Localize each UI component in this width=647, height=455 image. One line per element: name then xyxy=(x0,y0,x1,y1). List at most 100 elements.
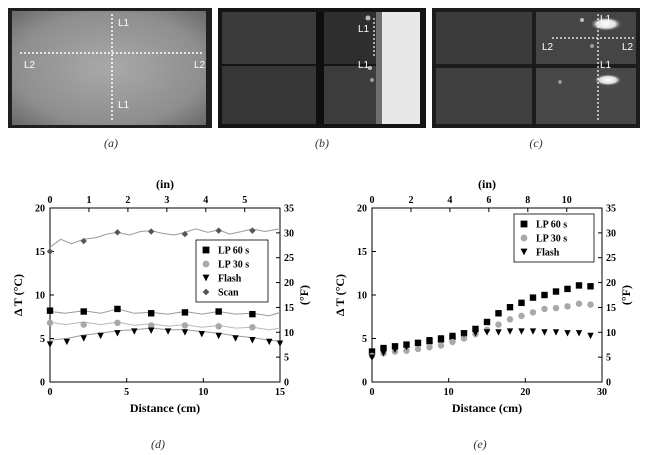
x-tick-label: 20 xyxy=(520,387,530,398)
data-point xyxy=(80,321,87,328)
y2-tick-label: 0 xyxy=(284,378,289,389)
y-axis-label: Δ T (°C) xyxy=(333,274,347,316)
data-point xyxy=(249,227,256,234)
data-point xyxy=(575,300,583,307)
data-point xyxy=(46,248,54,255)
series-trace xyxy=(49,228,281,248)
data-point xyxy=(403,347,410,354)
data-point xyxy=(506,316,514,323)
data-point xyxy=(495,310,502,317)
data-point xyxy=(249,337,256,344)
x-tick-label: 10 xyxy=(198,387,208,398)
y-tick-label: 10 xyxy=(35,291,45,302)
y2-tick-label: 35 xyxy=(284,204,294,215)
data-point xyxy=(198,330,205,338)
thermogram-a-image: L1 L2 L2 L1 xyxy=(8,8,212,128)
data-point xyxy=(426,337,433,344)
data-point xyxy=(552,304,560,312)
legend-marker xyxy=(520,234,528,242)
label-l1-bottom: L1 xyxy=(118,100,130,111)
data-point xyxy=(164,328,172,335)
data-point xyxy=(181,309,189,316)
series-scan xyxy=(46,227,281,255)
data-point xyxy=(506,303,514,311)
label-l1-b-bottom: L1 xyxy=(358,60,370,71)
data-point xyxy=(391,343,399,350)
label-l2-c-right: L2 xyxy=(622,42,634,53)
y-tick-label: 0 xyxy=(362,378,367,389)
label-l2-left: L2 xyxy=(24,60,36,71)
y2-tick-label: 0 xyxy=(606,378,611,389)
data-point xyxy=(80,308,87,315)
x2-tick-label: 4 xyxy=(447,195,452,206)
x-axis-label: Distance (cm) xyxy=(452,401,522,415)
data-point xyxy=(276,340,284,347)
data-point xyxy=(472,325,479,333)
x2-tick-label: 10 xyxy=(562,195,572,206)
data-point xyxy=(46,319,54,327)
data-point xyxy=(564,285,571,293)
label-l2-right: L2 xyxy=(194,60,206,71)
caption-e: (e) xyxy=(473,437,487,451)
thermogram-c: L1 L2 L2 L1 xyxy=(432,8,640,128)
y2-tick-label: 25 xyxy=(606,253,616,264)
series-lp-60-s xyxy=(368,282,594,355)
label-l2-c-left: L2 xyxy=(542,42,554,53)
thermogram-a: L1 L2 L2 L1 xyxy=(8,8,212,128)
series-lp-30-s xyxy=(46,319,281,331)
label-l1-b-top: L1 xyxy=(358,24,370,35)
legend-label: LP 30 s xyxy=(218,260,249,271)
data-point xyxy=(80,237,87,245)
thermogram-b-image: L1 L1 xyxy=(218,8,426,128)
y-tick-label: 0 xyxy=(40,378,45,389)
x2-tick-label: 4 xyxy=(203,195,208,206)
y2-tick-label: 35 xyxy=(606,204,616,215)
legend-label: LP 60 s xyxy=(536,220,567,231)
legend-label: Flash xyxy=(218,274,242,285)
y2-tick-label: 10 xyxy=(284,328,294,339)
data-point xyxy=(368,354,376,361)
caption-c: (c) xyxy=(529,136,543,150)
data-point xyxy=(403,344,410,351)
y2-tick-label: 20 xyxy=(606,278,616,289)
data-point xyxy=(114,330,121,337)
data-point xyxy=(380,350,387,357)
data-point xyxy=(426,344,433,351)
data-point xyxy=(483,329,491,336)
data-point xyxy=(266,338,273,346)
x2-tick-label: 6 xyxy=(486,195,491,206)
y2-tick-label: 30 xyxy=(606,228,616,239)
x2-tick-label: 0 xyxy=(370,195,375,206)
legend-marker xyxy=(202,274,210,282)
y-tick-label: 20 xyxy=(35,204,45,215)
data-point xyxy=(472,330,479,337)
data-point xyxy=(495,329,502,336)
data-point xyxy=(483,318,491,326)
caption-b: (b) xyxy=(315,136,329,150)
x2-tick-label: 2 xyxy=(408,195,413,206)
data-point xyxy=(114,319,121,327)
x-axis-label: Distance (cm) xyxy=(130,401,200,415)
data-point xyxy=(181,230,189,238)
data-point xyxy=(97,332,104,340)
data-point xyxy=(506,328,514,335)
data-point xyxy=(449,332,456,340)
data-point xyxy=(249,323,256,331)
thermogram-c-image: L1 L2 L2 L1 xyxy=(432,8,640,128)
data-point xyxy=(114,305,121,313)
label-l1-c-bottom: L1 xyxy=(600,60,612,71)
x-tick-label: 30 xyxy=(597,387,607,398)
x2-axis-label: (in) xyxy=(478,177,496,191)
data-point xyxy=(460,335,468,342)
data-point xyxy=(552,288,560,295)
y2-tick-label: 5 xyxy=(284,353,289,364)
data-point xyxy=(541,305,548,313)
data-point xyxy=(575,330,583,337)
legend-marker xyxy=(520,248,528,256)
y2-tick-label: 25 xyxy=(284,253,294,264)
data-point xyxy=(391,346,399,354)
data-point xyxy=(541,329,548,336)
legend: LP 60 s LP 30 s Flash xyxy=(513,213,595,263)
data-point xyxy=(587,301,594,308)
data-point xyxy=(215,323,222,330)
